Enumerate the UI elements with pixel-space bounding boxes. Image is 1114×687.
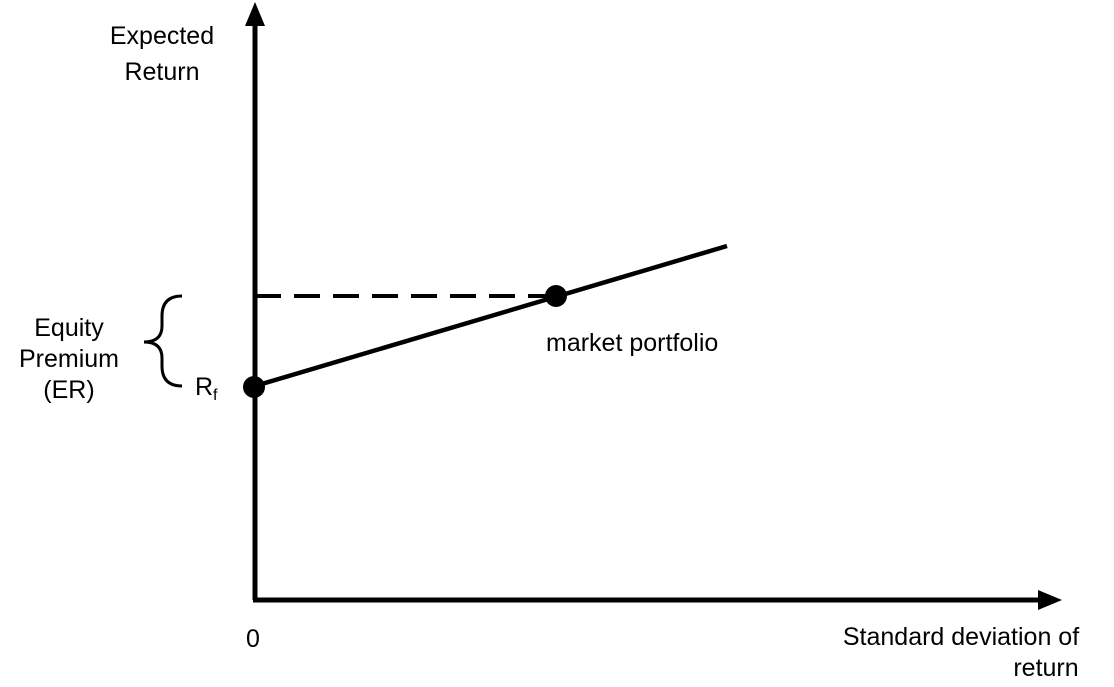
x-axis-label-line1: Standard deviation of <box>843 623 1079 651</box>
equity-premium-brace <box>143 294 183 388</box>
risk-free-point <box>243 376 265 398</box>
market-portfolio-label: market portfolio <box>546 329 718 357</box>
capital-market-line <box>254 243 728 389</box>
y-axis-label-line2: Return <box>124 58 199 86</box>
risk-free-subscript: f <box>213 387 218 404</box>
equity-premium-label-line3: (ER) <box>43 376 94 404</box>
x-axis-arrowhead <box>1038 590 1062 610</box>
equity-premium-label-line2: Premium <box>19 345 119 373</box>
x-axis-label-line2: return <box>1013 654 1078 682</box>
risk-free-label: R <box>195 373 213 401</box>
equity-premium-label-line1: Equity <box>34 314 104 342</box>
y-axis-label-line1: Expected <box>110 22 214 50</box>
y-axis-arrowhead <box>245 2 265 26</box>
market-portfolio-point <box>545 285 567 307</box>
x-axis-origin-label: 0 <box>246 625 260 653</box>
